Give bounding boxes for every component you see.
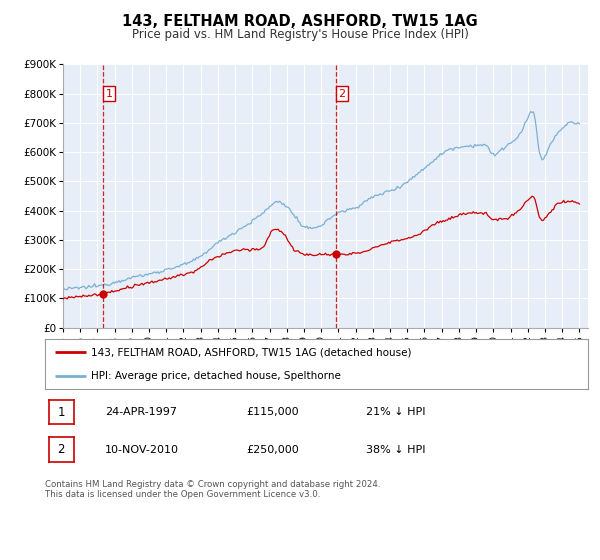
Text: Contains HM Land Registry data © Crown copyright and database right 2024.
This d: Contains HM Land Registry data © Crown c… (45, 480, 380, 500)
Text: 21% ↓ HPI: 21% ↓ HPI (366, 407, 425, 417)
Text: 10-NOV-2010: 10-NOV-2010 (105, 445, 179, 455)
Text: HPI: Average price, detached house, Spelthorne: HPI: Average price, detached house, Spel… (91, 371, 341, 381)
Text: £250,000: £250,000 (246, 445, 299, 455)
Text: 38% ↓ HPI: 38% ↓ HPI (366, 445, 425, 455)
Text: 1: 1 (58, 405, 65, 419)
Text: 2: 2 (338, 88, 346, 99)
Text: 24-APR-1997: 24-APR-1997 (105, 407, 177, 417)
Text: 143, FELTHAM ROAD, ASHFORD, TW15 1AG (detached house): 143, FELTHAM ROAD, ASHFORD, TW15 1AG (de… (91, 347, 412, 357)
Text: 1: 1 (106, 88, 112, 99)
Text: 2: 2 (58, 443, 65, 456)
Text: Price paid vs. HM Land Registry's House Price Index (HPI): Price paid vs. HM Land Registry's House … (131, 28, 469, 41)
Text: £115,000: £115,000 (246, 407, 299, 417)
Text: 143, FELTHAM ROAD, ASHFORD, TW15 1AG: 143, FELTHAM ROAD, ASHFORD, TW15 1AG (122, 14, 478, 29)
